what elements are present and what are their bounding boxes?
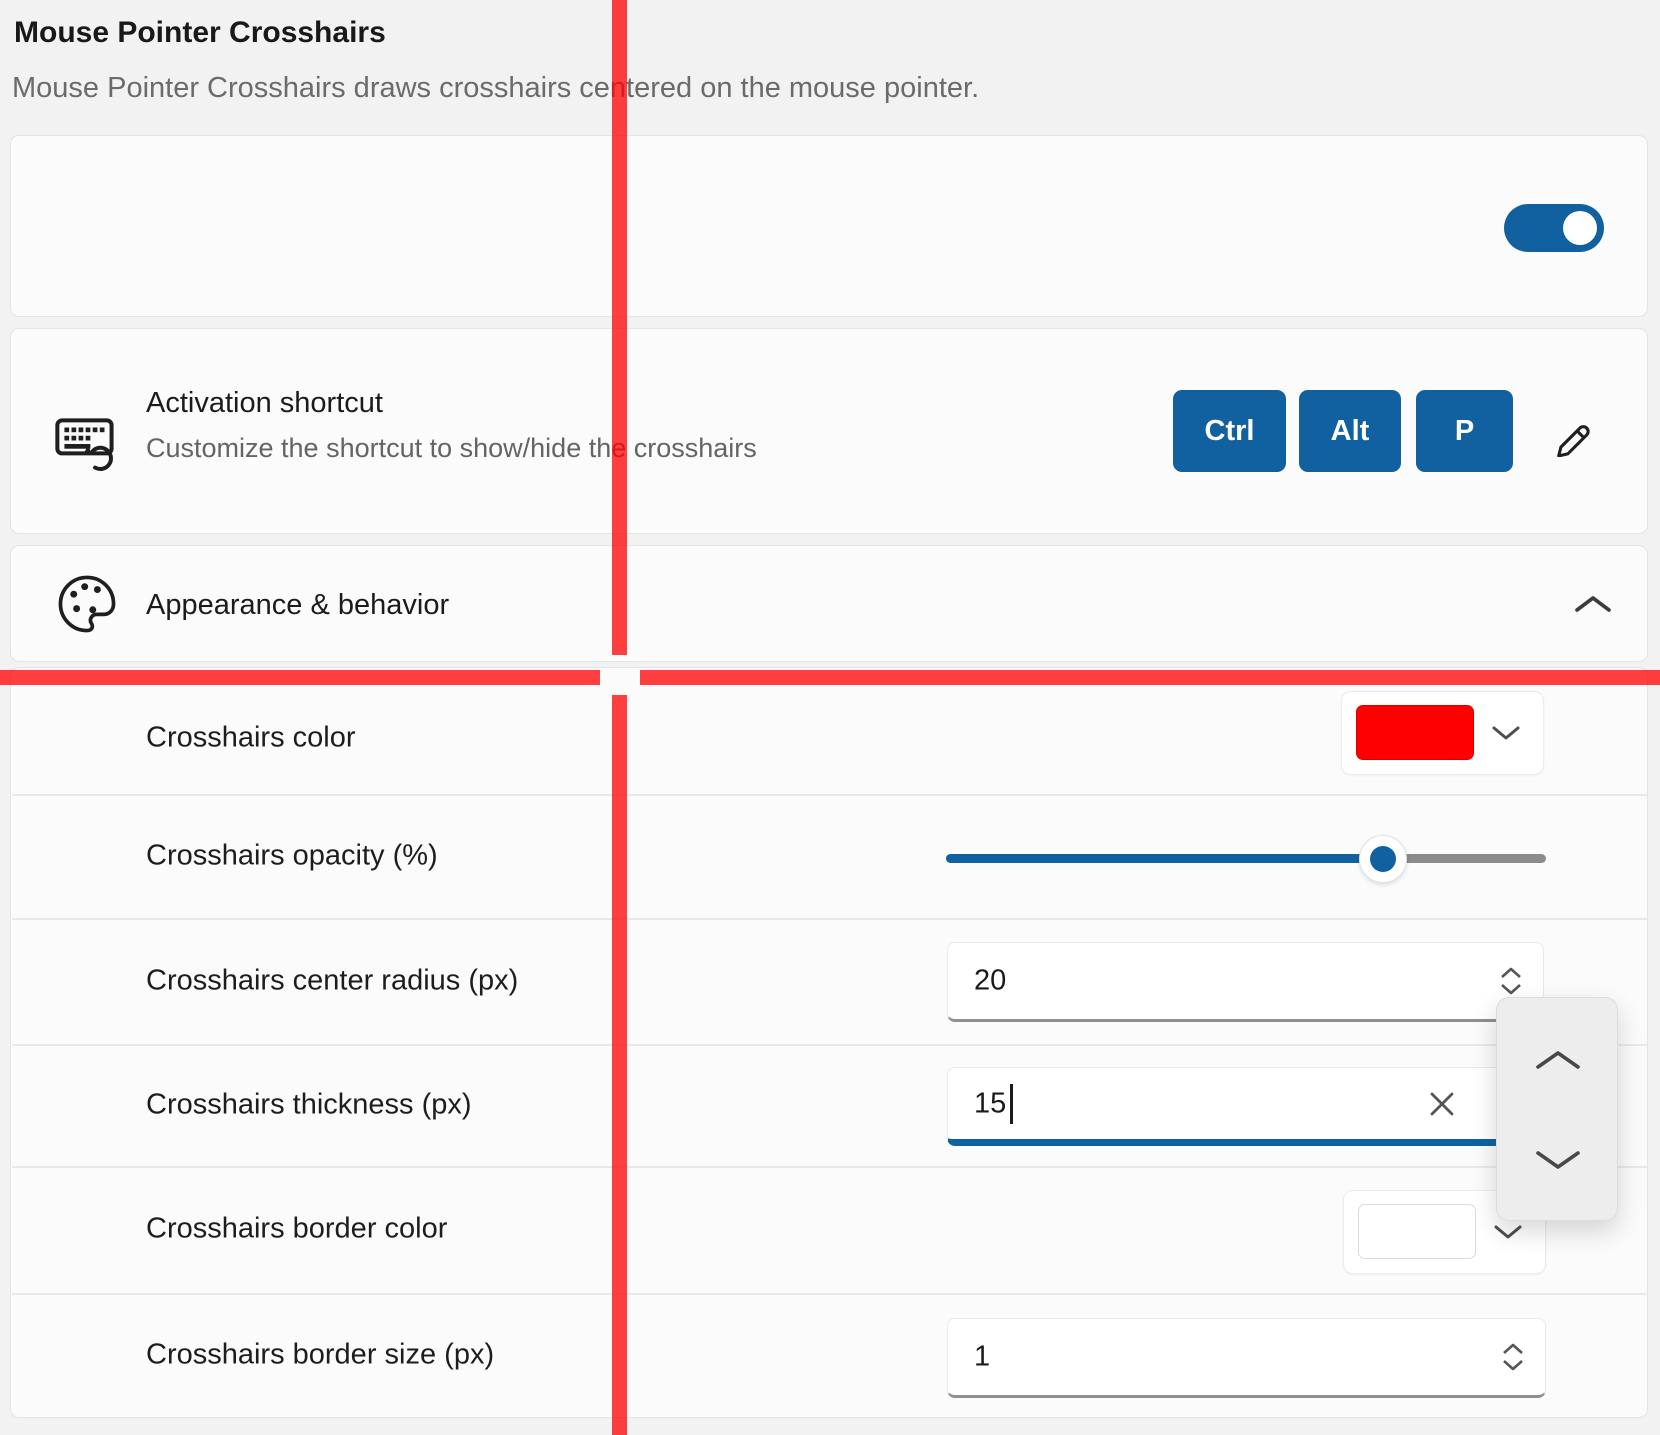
crosshairs-center-radius-label: Crosshairs center radius (px): [146, 964, 519, 997]
enable-crosshairs-toggle[interactable]: [1504, 204, 1604, 252]
chevron-up-icon: [1536, 1051, 1580, 1069]
chevron-down-icon: [1494, 1225, 1522, 1239]
crosshairs-border-size-label: Crosshairs border size (px): [146, 1338, 495, 1371]
row-separator: [12, 794, 1647, 796]
row-separator: [12, 1044, 1647, 1046]
crosshairs-border-size-numberbox[interactable]: 1: [947, 1318, 1546, 1398]
numberbox-spin-flyout: [1496, 997, 1618, 1221]
appearance-expander-title: Appearance & behavior: [146, 589, 450, 621]
shortcut-key-alt: Alt: [1299, 390, 1401, 472]
shortcut-description: Customize the shortcut to show/hide the …: [146, 433, 757, 463]
toggle-thumb: [1563, 211, 1597, 245]
border-size-value: 1: [974, 1340, 991, 1373]
crosshairs-color-dropdown[interactable]: [1341, 691, 1544, 775]
crosshairs-opacity-label: Crosshairs opacity (%): [146, 839, 438, 872]
palette-icon: [58, 575, 116, 633]
shortcut-title: Activation shortcut: [146, 387, 383, 419]
row-separator: [12, 1293, 1647, 1295]
crosshairs-center-radius-numberbox[interactable]: 20: [947, 942, 1544, 1022]
crosshairs-border-color-label: Crosshairs border color: [146, 1212, 448, 1245]
clear-text-icon[interactable]: [1428, 1090, 1456, 1118]
center-radius-value: 20: [974, 964, 1007, 997]
page-title: Mouse Pointer Crosshairs: [14, 16, 386, 49]
spinner-updown-icon[interactable]: [1501, 1342, 1525, 1372]
crosshairs-border-color-swatch: [1358, 1204, 1476, 1259]
chevron-down-icon: [1536, 1151, 1580, 1169]
activation-shortcut-card: Activation shortcut Customize the shortc…: [10, 328, 1648, 534]
appearance-expander-header[interactable]: Appearance & behavior: [10, 545, 1648, 662]
slider-fill: [946, 854, 1383, 863]
crosshairs-opacity-slider[interactable]: [946, 834, 1546, 883]
crosshairs-thickness-label: Crosshairs thickness (px): [146, 1088, 472, 1121]
spinner-updown-icon[interactable]: [1499, 966, 1523, 996]
enable-crosshairs-card: Enable Mouse Pointer Crosshairs On: [10, 135, 1648, 401]
crosshairs-color-swatch: [1356, 705, 1474, 760]
spin-up-button[interactable]: [1497, 1004, 1619, 1116]
shortcut-key-ctrl: Ctrl: [1173, 390, 1286, 472]
chevron-down-icon: [1492, 726, 1520, 740]
crosshairs-thickness-textbox[interactable]: 15: [947, 1067, 1544, 1146]
crosshairs-color-label: Crosshairs color: [146, 721, 356, 754]
edit-shortcut-pencil-icon[interactable]: [1551, 413, 1595, 457]
row-separator: [12, 918, 1647, 920]
spin-down-button[interactable]: [1497, 1104, 1619, 1216]
crosshairs-border-color-dropdown[interactable]: [1343, 1190, 1546, 1274]
text-caret: [1010, 1084, 1013, 1124]
chevron-up-icon[interactable]: [1574, 594, 1612, 614]
shortcut-key-p: P: [1416, 390, 1513, 472]
appearance-settings-group: Crosshairs color Crosshairs opacity (%) …: [10, 667, 1648, 1418]
keyboard-shortcut-icon: [55, 418, 114, 471]
row-separator: [12, 1166, 1647, 1168]
page-subtitle: Mouse Pointer Crosshairs draws crosshair…: [12, 72, 980, 104]
thickness-value: 15: [974, 1087, 1007, 1119]
